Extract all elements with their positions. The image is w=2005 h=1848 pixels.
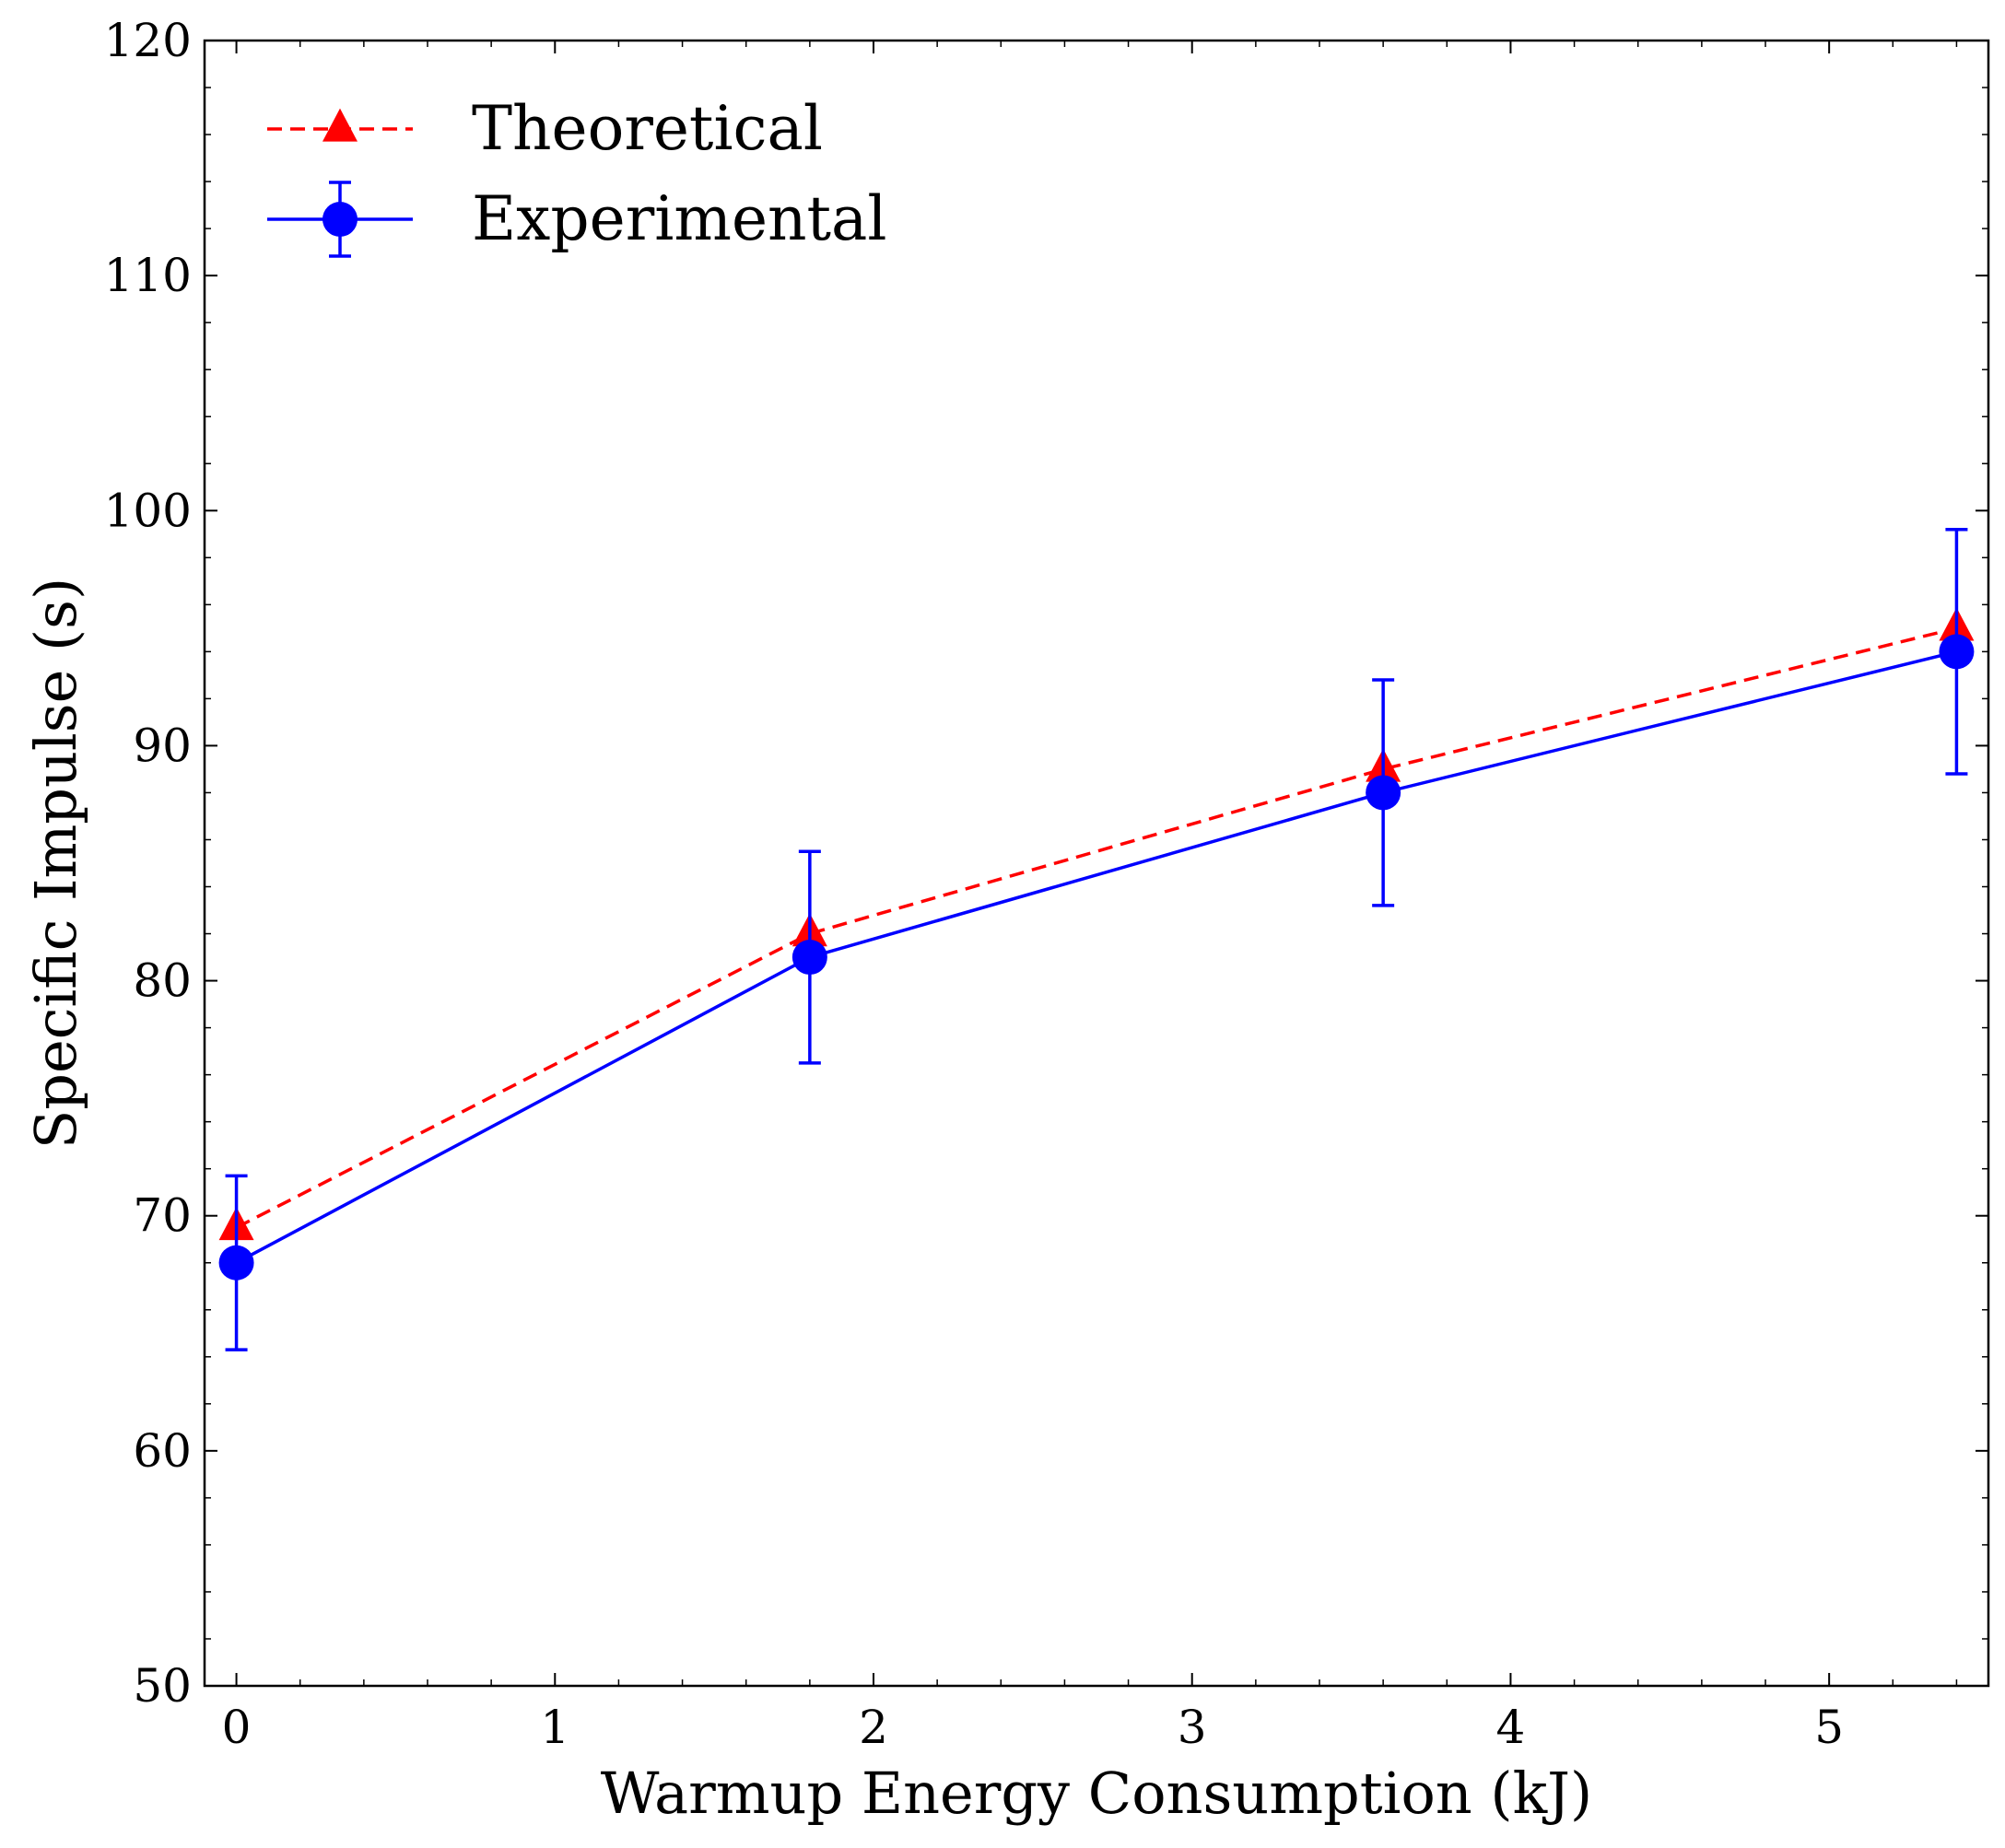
x-tick-label: 1 — [540, 1701, 569, 1754]
axis-labels: Warmup Energy Consumption (kJ) Specific … — [22, 578, 1592, 1827]
x-tick-label: 2 — [859, 1701, 888, 1754]
y-tick-label: 80 — [133, 954, 192, 1008]
plot-data — [218, 527, 1975, 1351]
experimental-point — [1939, 634, 1975, 670]
x-tick-label: 3 — [1178, 1701, 1207, 1754]
x-tick-label: 5 — [1814, 1701, 1844, 1754]
axes — [203, 39, 1990, 1688]
experimental-point — [218, 1245, 254, 1281]
y-tick-label: 60 — [133, 1424, 192, 1478]
legend: Theoretical Experimental — [267, 93, 887, 258]
experimental-point — [1366, 775, 1401, 811]
x-tick-label: 0 — [222, 1701, 252, 1754]
plot-frame — [203, 39, 1990, 1688]
x-axis-label: Warmup Energy Consumption (kJ) — [601, 1760, 1592, 1827]
legend-theoretical-label: Theoretical — [472, 93, 823, 164]
x-tick-label: 4 — [1496, 1701, 1526, 1754]
y-axis-label: Specific Impulse (s) — [22, 578, 89, 1149]
experimental-point — [791, 940, 827, 976]
y-tick-label: 120 — [104, 14, 192, 67]
y-tick-label: 110 — [104, 249, 192, 302]
y-tick-label: 100 — [104, 484, 192, 537]
legend-experimental-marker — [322, 202, 358, 237]
y-tick-label: 50 — [133, 1659, 192, 1713]
y-tick-label: 90 — [133, 719, 192, 772]
ticks: 0 1 2 3 4 5 50 60 70 80 90 100 110 120 — [104, 14, 1988, 1754]
legend-theoretical-marker — [322, 108, 358, 142]
legend-experimental-label: Experimental — [472, 183, 887, 254]
y-tick-label: 70 — [133, 1189, 192, 1243]
experimental-series-line — [235, 649, 1957, 1265]
